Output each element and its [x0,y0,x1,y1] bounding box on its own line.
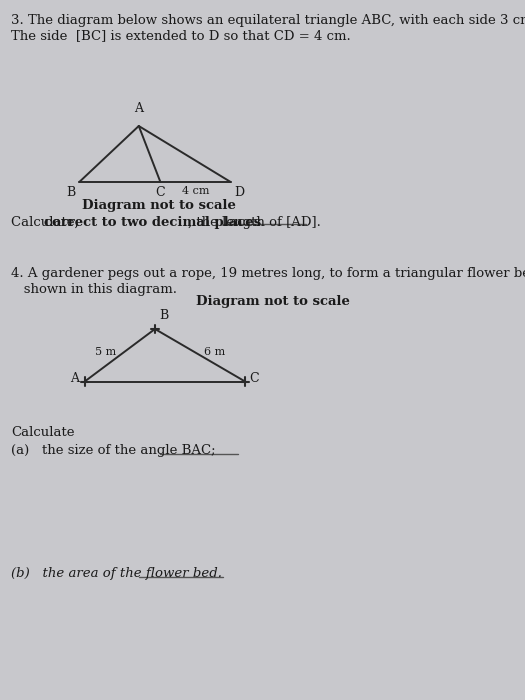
Text: (a)   the size of the angle BAC;: (a) the size of the angle BAC; [11,444,215,457]
Text: The side  [BC] is extended to D so that CD = 4 cm.: The side [BC] is extended to D so that C… [11,29,351,43]
Text: Calculate: Calculate [11,426,75,439]
Text: 4 cm: 4 cm [182,186,209,195]
Text: 5 m: 5 m [95,346,116,357]
Text: , the length of [AD].: , the length of [AD]. [188,216,321,229]
Text: shown in this diagram.: shown in this diagram. [11,283,177,296]
Text: C: C [155,186,165,199]
Text: C: C [249,372,259,385]
Text: 3. The diagram below shows an equilateral triangle ABC, with each side 3 cm long: 3. The diagram below shows an equilatera… [11,14,525,27]
Text: (b)   the area of the flower bed.: (b) the area of the flower bed. [11,567,222,580]
Text: Diagram not to scale: Diagram not to scale [196,295,350,309]
Text: correct to two decimal places: correct to two decimal places [44,216,261,229]
Text: Diagram not to scale: Diagram not to scale [82,199,236,213]
Text: Calculate,: Calculate, [11,216,83,229]
Text: A: A [134,102,143,116]
Text: 4. A gardener pegs out a rope, 19 metres long, to form a triangular flower bed a: 4. A gardener pegs out a rope, 19 metres… [11,267,525,281]
Text: A: A [70,372,79,385]
Text: B: B [159,309,169,322]
Text: D: D [234,186,245,199]
Text: 6 m: 6 m [204,346,225,357]
Text: B: B [67,186,76,199]
